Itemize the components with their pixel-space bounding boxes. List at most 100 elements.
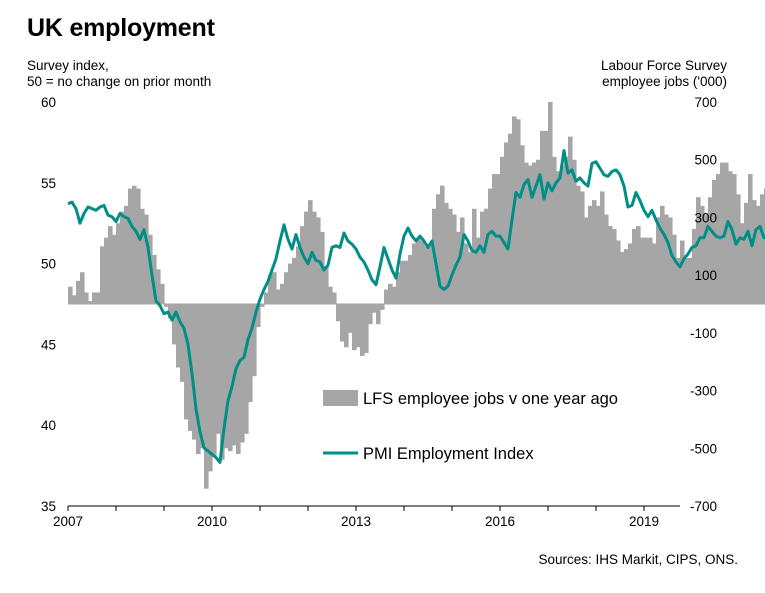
bar — [719, 162, 725, 304]
bar — [263, 292, 269, 304]
bar — [515, 119, 521, 304]
bar — [655, 217, 661, 304]
right-tick-label: -100 — [690, 326, 717, 341]
bar — [415, 237, 421, 304]
bar — [435, 194, 441, 304]
bar — [483, 208, 489, 304]
bar — [116, 223, 121, 304]
bar — [239, 304, 245, 443]
bar — [375, 304, 381, 325]
bar — [615, 240, 621, 304]
bar — [647, 237, 653, 304]
bar — [168, 304, 173, 319]
bar — [447, 208, 453, 304]
bar — [132, 185, 137, 304]
left-axis-label-line-2: 50 = no change on prior month — [27, 74, 212, 89]
right-axis-label: Labour Force Survey employee jobs ('000) — [601, 58, 727, 90]
left-tick-label: 60 — [41, 95, 56, 110]
bar — [715, 174, 721, 304]
x-axis: 2007 2010 2013 2016 2019 — [53, 505, 680, 529]
left-axis-label: Survey index, 50 = no change on prior mo… — [27, 58, 211, 90]
bar — [471, 208, 477, 304]
bar — [124, 205, 129, 304]
legend: LFS employee jobs v one year ago PMI Emp… — [323, 390, 618, 463]
bar — [68, 286, 73, 304]
bar — [599, 191, 605, 304]
bar — [347, 304, 353, 333]
bar — [459, 217, 465, 304]
bar — [287, 263, 293, 304]
bar — [751, 200, 757, 304]
bar — [291, 257, 297, 304]
legend-label-bars: LFS employee jobs v one year ago — [363, 390, 618, 408]
bar — [495, 174, 501, 304]
bar — [407, 254, 413, 304]
bar — [575, 185, 581, 304]
bar — [379, 304, 385, 310]
bar — [96, 292, 101, 304]
bar — [104, 237, 109, 304]
bar — [411, 243, 417, 304]
bar — [675, 257, 681, 304]
bar — [80, 272, 85, 304]
bar — [251, 304, 257, 377]
right-tick-label: -300 — [690, 384, 717, 399]
bar — [567, 136, 573, 304]
bar — [695, 197, 701, 304]
bar — [72, 295, 77, 304]
bar — [475, 237, 481, 304]
bar — [571, 159, 577, 304]
bar — [128, 188, 133, 304]
bar — [547, 102, 553, 304]
bar — [164, 304, 169, 307]
bar — [603, 214, 609, 304]
bar — [427, 243, 433, 304]
bar — [363, 304, 369, 354]
bar — [703, 214, 709, 304]
bar — [180, 304, 185, 382]
bar — [387, 283, 393, 304]
legend-swatch-bars — [323, 390, 358, 406]
left-tick-label: 35 — [41, 499, 56, 514]
bar — [120, 211, 125, 304]
bar — [727, 171, 733, 304]
bar — [519, 145, 525, 304]
bar — [195, 304, 201, 455]
right-tick-label: 500 — [694, 153, 717, 168]
bar — [275, 289, 281, 304]
bar — [335, 304, 341, 322]
bar — [307, 200, 313, 304]
x-tick-label: 2019 — [629, 514, 659, 529]
chart-title: UK employment — [27, 14, 215, 42]
left-tick-label: 55 — [41, 176, 56, 191]
bar — [755, 205, 761, 304]
bar — [759, 194, 765, 304]
left-axis-ticks: 35 40 45 50 55 60 — [41, 95, 56, 514]
bar — [267, 275, 273, 304]
bar — [423, 246, 429, 304]
bar — [455, 231, 461, 304]
left-tick-label: 45 — [41, 337, 56, 352]
bar — [711, 179, 717, 304]
bar — [463, 243, 469, 304]
x-tick-label: 2016 — [485, 514, 515, 529]
bar — [383, 289, 389, 304]
x-tick-label: 2013 — [341, 514, 371, 529]
right-axis-label-line-2: employee jobs ('000) — [602, 74, 727, 89]
bar — [399, 260, 405, 304]
bar — [687, 257, 693, 304]
bar — [283, 272, 289, 304]
bar — [439, 185, 445, 304]
bar — [671, 234, 677, 304]
bar — [323, 266, 329, 304]
bar — [88, 301, 93, 304]
bar — [303, 211, 309, 304]
right-tick-label: 700 — [694, 95, 717, 110]
bar — [419, 240, 425, 304]
bar — [551, 156, 557, 304]
bar — [503, 142, 509, 304]
left-tick-label: 40 — [41, 418, 56, 433]
bar — [327, 286, 333, 304]
right-tick-label: -700 — [690, 499, 717, 514]
bar — [683, 257, 689, 304]
